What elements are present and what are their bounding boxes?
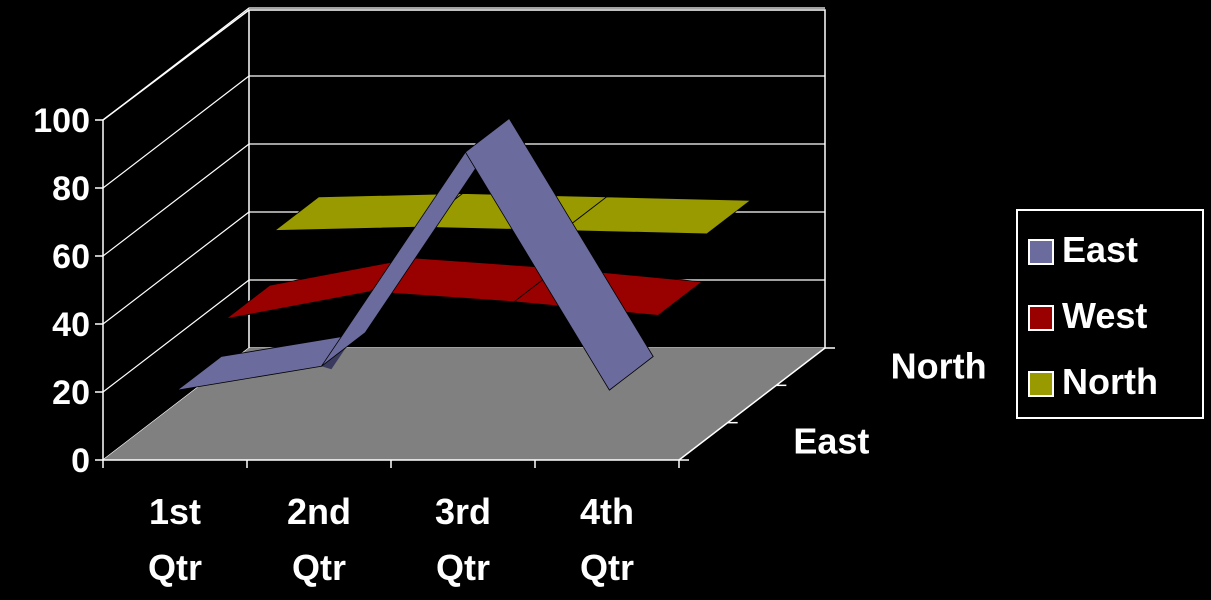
legend: East West North	[1016, 209, 1204, 419]
depth-label-east: East	[793, 420, 869, 461]
x-tick-label: 2nd	[287, 491, 351, 532]
legend-swatch-north	[1028, 371, 1054, 397]
legend-item-west: West	[1028, 293, 1147, 339]
x-tick-label: 4th	[580, 491, 634, 532]
back-wall	[248, 9, 826, 348]
legend-swatch-west	[1028, 305, 1054, 331]
ribbon-segment-north	[561, 196, 752, 235]
y-tick-label: 0	[71, 442, 90, 480]
x-tick-label: 3rd	[435, 491, 491, 532]
chart-series	[177, 117, 752, 391]
y-tick-label: 60	[52, 238, 90, 276]
y-tick-label: 20	[52, 374, 90, 412]
legend-item-east: East	[1028, 227, 1138, 273]
chart-labels: 0 20 40 60 80 100 1st Qtr 2nd Qtr 3rd Qtr 4th Qtr East…	[33, 102, 986, 588]
x-tick-label: 1st	[149, 491, 201, 532]
depth-axis	[678, 347, 826, 461]
y-tick-label: 80	[52, 170, 90, 208]
chart-floor	[103, 348, 825, 460]
x-tick-label: Qtr	[436, 547, 490, 588]
ribbon-segment-east	[464, 117, 654, 391]
legend-label-east: East	[1062, 229, 1139, 270]
x-tick-label: Qtr	[148, 547, 202, 588]
x-tick-label: Qtr	[580, 547, 634, 588]
y-tick-label: 100	[33, 102, 90, 140]
series-west	[225, 257, 703, 320]
x-tick-label: Qtr	[292, 547, 346, 588]
legend-swatch-east	[1028, 239, 1054, 265]
chart-axes	[95, 119, 835, 468]
gridline	[102, 143, 825, 257]
gridline	[102, 75, 825, 189]
legend-label-west: West	[1062, 295, 1148, 336]
series-east	[177, 117, 654, 391]
y-tick-label: 40	[52, 306, 90, 344]
depth-label-north: North	[891, 346, 987, 387]
gridline	[102, 7, 825, 121]
legend-item-north: North	[1028, 359, 1158, 405]
floor-plane	[103, 348, 825, 460]
legend-label-north: North	[1062, 361, 1158, 402]
